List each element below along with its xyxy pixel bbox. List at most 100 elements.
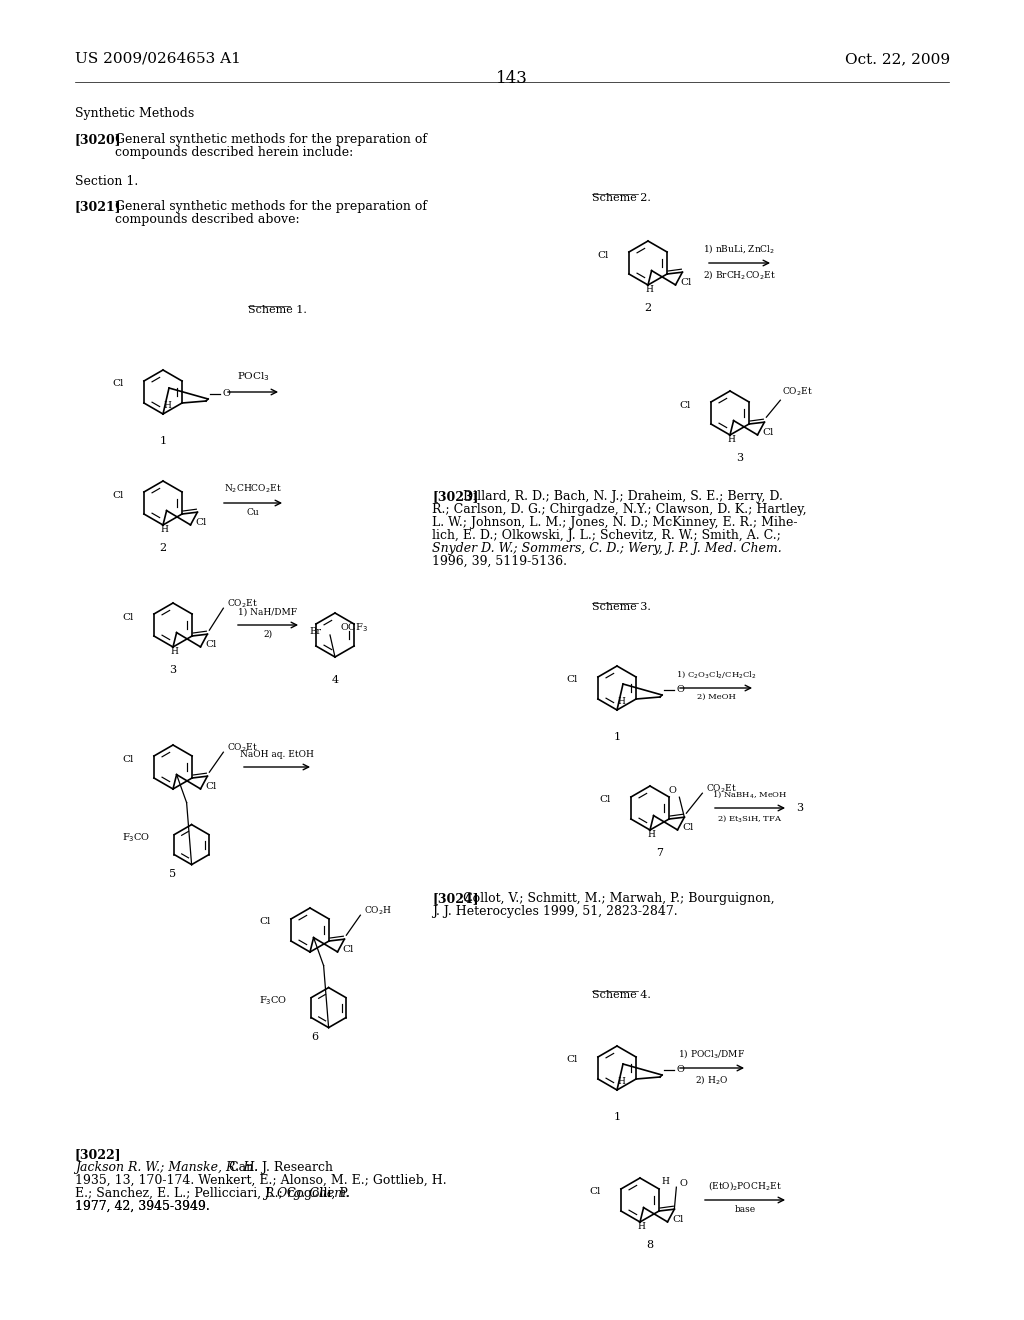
Text: base: base: [734, 1205, 756, 1214]
Text: 8: 8: [646, 1239, 653, 1250]
Text: H: H: [163, 401, 171, 411]
Text: Cl: Cl: [566, 676, 578, 685]
Text: [3023]: [3023]: [432, 490, 478, 503]
Text: N$_2$CHCO$_2$Et: N$_2$CHCO$_2$Et: [224, 483, 282, 495]
Text: J. J. Heterocycles 1999, 51, 2823-2847.: J. J. Heterocycles 1999, 51, 2823-2847.: [432, 906, 678, 917]
Text: Cl: Cl: [113, 491, 124, 499]
Text: Cl: Cl: [673, 1216, 684, 1225]
Text: 4: 4: [332, 675, 339, 685]
Text: 2) H$_2$O: 2) H$_2$O: [695, 1073, 728, 1086]
Text: Cl: Cl: [196, 519, 207, 528]
Text: Cl: Cl: [206, 640, 217, 649]
Text: Cl: Cl: [206, 783, 217, 792]
Text: 1977, 42, 3945-3949.: 1977, 42, 3945-3949.: [75, 1200, 210, 1213]
Text: L. W.; Johnson, L. M.; Jones, N. D.; McKinney, E. R.; Mihe-: L. W.; Johnson, L. M.; Jones, N. D.; McK…: [432, 516, 798, 529]
Text: 5: 5: [169, 869, 176, 879]
Text: Cl: Cl: [763, 429, 774, 437]
Text: Cl: Cl: [342, 945, 354, 954]
Text: Cl: Cl: [600, 796, 611, 804]
Text: 143: 143: [496, 70, 528, 87]
Text: Scheme 3.: Scheme 3.: [592, 602, 651, 612]
Text: F$_3$CO: F$_3$CO: [122, 832, 151, 843]
Text: Section 1.: Section 1.: [75, 176, 138, 187]
Text: H: H: [161, 524, 169, 533]
Text: Cl: Cl: [123, 612, 134, 622]
Text: Collot, V.; Schmitt, M.; Marwah, P.; Bourguignon,: Collot, V.; Schmitt, M.; Marwah, P.; Bou…: [463, 892, 774, 906]
Text: lich, E. D.; Olkowski, J. L.; Schevitz, R. W.; Smith, A. C.;: lich, E. D.; Olkowski, J. L.; Schevitz, …: [432, 529, 781, 543]
Text: 1935, 13, 170-174. Wenkert, E.; Alonso, M. E.; Gottlieb, H.: 1935, 13, 170-174. Wenkert, E.; Alonso, …: [75, 1173, 446, 1187]
Text: General synthetic methods for the preparation of: General synthetic methods for the prepar…: [115, 133, 427, 147]
Text: 3: 3: [169, 665, 176, 675]
Text: 2) MeOH: 2) MeOH: [696, 693, 735, 701]
Text: POCl$_3$: POCl$_3$: [237, 370, 269, 383]
Text: Can. J. Research: Can. J. Research: [225, 1162, 333, 1173]
Text: 2) Et$_3$SiH, TFA: 2) Et$_3$SiH, TFA: [718, 813, 782, 824]
Text: 1977, 42, 3945-3949.: 1977, 42, 3945-3949.: [75, 1200, 210, 1213]
Text: H: H: [617, 1077, 625, 1086]
Text: H: H: [728, 434, 735, 444]
Text: NaOH aq. EtOH: NaOH aq. EtOH: [240, 750, 314, 759]
Text: 1: 1: [160, 436, 167, 446]
Text: 2: 2: [644, 304, 651, 313]
Text: Cl: Cl: [123, 755, 134, 763]
Text: 2: 2: [160, 543, 167, 553]
Text: 1) POCl$_3$/DMF: 1) POCl$_3$/DMF: [679, 1047, 745, 1060]
Text: General synthetic methods for the preparation of: General synthetic methods for the prepar…: [115, 201, 427, 213]
Text: 1: 1: [613, 1111, 621, 1122]
Text: 2) BrCH$_2$CO$_2$Et: 2) BrCH$_2$CO$_2$Et: [703, 268, 776, 281]
Text: E.; Sanchez, E. L.; Pellicciari, R.; Cogolli, P.: E.; Sanchez, E. L.; Pellicciari, R.; Cog…: [75, 1187, 349, 1200]
Text: F$_3$CO: F$_3$CO: [259, 994, 288, 1007]
Text: US 2009/0264653 A1: US 2009/0264653 A1: [75, 51, 241, 66]
Text: (EtO)$_2$POCH$_2$Et: (EtO)$_2$POCH$_2$Et: [709, 1179, 782, 1192]
Text: Jackson R. W.; Manske, R. H.: Jackson R. W.; Manske, R. H.: [75, 1162, 258, 1173]
Text: [3022]: [3022]: [75, 1148, 122, 1162]
Text: O: O: [669, 787, 676, 795]
Text: 1: 1: [613, 733, 621, 742]
Text: Cl: Cl: [683, 824, 694, 833]
Text: [3020]: [3020]: [75, 133, 122, 147]
Text: H: H: [647, 829, 655, 838]
Text: 1) NaBH$_4$, MeOH: 1) NaBH$_4$, MeOH: [712, 789, 787, 800]
Text: 1996, 39, 5119-5136.: 1996, 39, 5119-5136.: [432, 554, 567, 568]
Text: R.; Carlson, D. G.; Chirgadze, N.Y.; Clawson, D. K.; Hartley,: R.; Carlson, D. G.; Chirgadze, N.Y.; Cla…: [432, 503, 807, 516]
Text: Snyder D. W.; Sommers, C. D.; Wery, J. P. J. Med. Chem.: Snyder D. W.; Sommers, C. D.; Wery, J. P…: [432, 543, 781, 554]
Text: H: H: [638, 1221, 645, 1230]
Text: compounds described above:: compounds described above:: [115, 213, 300, 226]
Text: O: O: [222, 389, 230, 399]
Text: 3: 3: [796, 803, 803, 813]
Text: Cu: Cu: [247, 508, 259, 517]
Text: [3021]: [3021]: [75, 201, 122, 213]
Text: 2): 2): [263, 630, 272, 639]
Text: Cl: Cl: [598, 251, 609, 260]
Text: CO$_2$Et: CO$_2$Et: [707, 783, 737, 796]
Text: Br: Br: [309, 627, 321, 635]
Text: H: H: [646, 285, 653, 293]
Text: Cl: Cl: [680, 400, 691, 409]
Text: OCF$_3$: OCF$_3$: [340, 620, 368, 634]
Text: 3: 3: [736, 453, 743, 463]
Text: CO$_2$Et: CO$_2$Et: [227, 742, 258, 755]
Text: Scheme 2.: Scheme 2.: [592, 193, 651, 203]
Text: CO$_2$Et: CO$_2$Et: [227, 598, 258, 610]
Text: O: O: [676, 685, 684, 694]
Text: 1) NaH/DMF: 1) NaH/DMF: [239, 609, 298, 616]
Text: J. Org. Chem.: J. Org. Chem.: [261, 1187, 350, 1200]
Text: 1) C$_2$O$_3$Cl$_2$/CH$_2$Cl$_2$: 1) C$_2$O$_3$Cl$_2$/CH$_2$Cl$_2$: [676, 669, 757, 680]
Text: Cl: Cl: [566, 1056, 578, 1064]
Text: Cl: Cl: [259, 917, 271, 927]
Text: O: O: [679, 1179, 687, 1188]
Text: CO$_2$Et: CO$_2$Et: [782, 385, 813, 399]
Text: H: H: [662, 1176, 670, 1185]
Text: Synthetic Methods: Synthetic Methods: [75, 107, 195, 120]
Text: Cl: Cl: [113, 380, 124, 388]
Text: Scheme 1.: Scheme 1.: [248, 305, 307, 315]
Text: compounds described herein include:: compounds described herein include:: [115, 147, 353, 158]
Text: Scheme 4.: Scheme 4.: [592, 990, 651, 1001]
Text: Cl: Cl: [590, 1188, 601, 1196]
Text: CO$_2$H: CO$_2$H: [365, 906, 392, 917]
Text: Dillard, R. D.; Bach, N. J.; Draheim, S. E.; Berry, D.: Dillard, R. D.; Bach, N. J.; Draheim, S.…: [463, 490, 783, 503]
Text: H: H: [171, 647, 178, 656]
Text: H: H: [617, 697, 625, 706]
Text: 7: 7: [656, 847, 664, 858]
Text: O: O: [676, 1065, 684, 1074]
